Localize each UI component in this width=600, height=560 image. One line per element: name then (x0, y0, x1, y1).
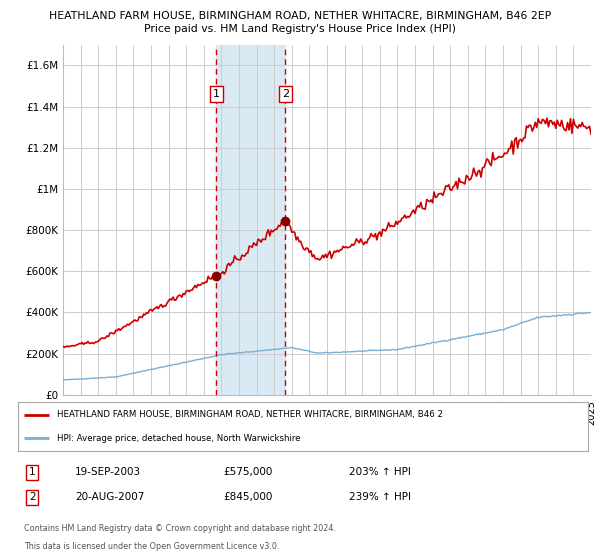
Text: 1: 1 (213, 89, 220, 99)
Text: 2: 2 (29, 492, 35, 502)
Text: 1: 1 (29, 467, 35, 477)
Text: Price paid vs. HM Land Registry's House Price Index (HPI): Price paid vs. HM Land Registry's House … (144, 24, 456, 34)
Text: Contains HM Land Registry data © Crown copyright and database right 2024.: Contains HM Land Registry data © Crown c… (24, 524, 335, 533)
Text: 2: 2 (282, 89, 289, 99)
Text: HEATHLAND FARM HOUSE, BIRMINGHAM ROAD, NETHER WHITACRE, BIRMINGHAM, B46 2: HEATHLAND FARM HOUSE, BIRMINGHAM ROAD, N… (57, 410, 443, 419)
Text: £845,000: £845,000 (223, 492, 272, 502)
Text: 19-SEP-2003: 19-SEP-2003 (75, 467, 141, 477)
Text: HPI: Average price, detached house, North Warwickshire: HPI: Average price, detached house, Nort… (57, 434, 300, 443)
Bar (217, 45, 285, 395)
Text: 239% ↑ HPI: 239% ↑ HPI (349, 492, 410, 502)
Text: 203% ↑ HPI: 203% ↑ HPI (349, 467, 410, 477)
Text: £575,000: £575,000 (223, 467, 272, 477)
Text: 20-AUG-2007: 20-AUG-2007 (75, 492, 145, 502)
Text: HEATHLAND FARM HOUSE, BIRMINGHAM ROAD, NETHER WHITACRE, BIRMINGHAM, B46 2EP: HEATHLAND FARM HOUSE, BIRMINGHAM ROAD, N… (49, 11, 551, 21)
Text: This data is licensed under the Open Government Licence v3.0.: This data is licensed under the Open Gov… (24, 542, 279, 552)
